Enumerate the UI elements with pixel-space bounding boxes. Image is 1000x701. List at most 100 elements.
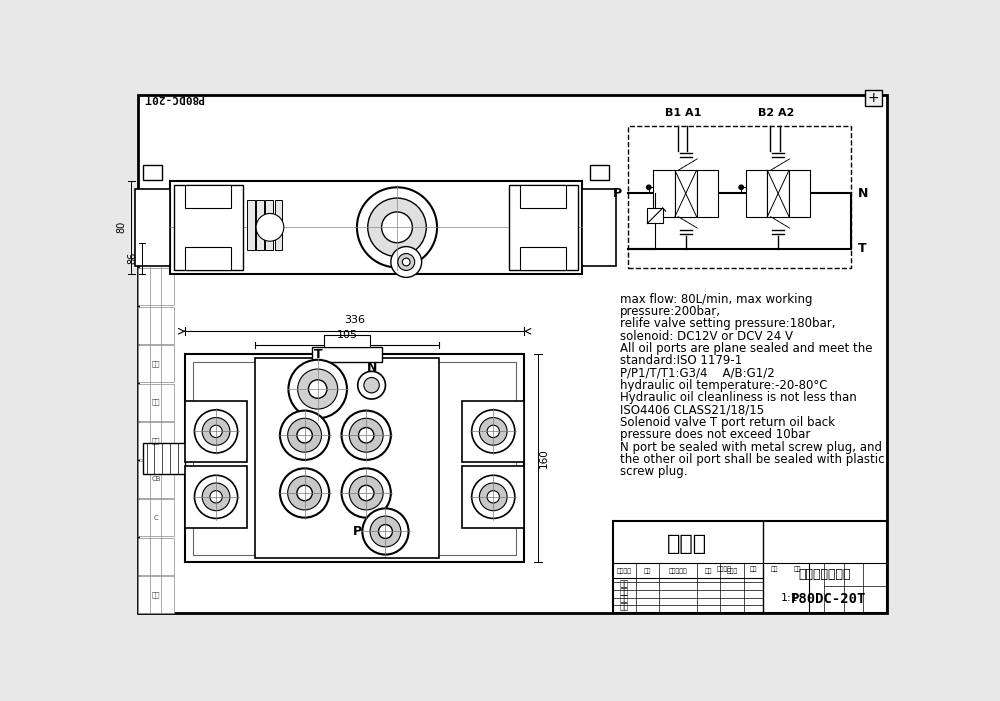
Text: 86: 86 bbox=[128, 252, 138, 264]
Circle shape bbox=[194, 410, 238, 453]
Text: 更改: 更改 bbox=[152, 592, 160, 598]
Bar bbox=[138, 268, 174, 305]
Circle shape bbox=[288, 360, 347, 418]
Text: 日期: 日期 bbox=[152, 360, 160, 367]
Text: 签名: 签名 bbox=[705, 568, 713, 573]
Circle shape bbox=[280, 411, 329, 460]
Text: the other oil port shall be sealed with plastic: the other oil port shall be sealed with … bbox=[620, 453, 885, 466]
Text: 160: 160 bbox=[539, 449, 549, 468]
Text: 更改文件号: 更改文件号 bbox=[669, 568, 687, 573]
Circle shape bbox=[479, 483, 507, 511]
Bar bbox=[590, 165, 609, 180]
Bar bbox=[789, 170, 810, 217]
Bar bbox=[255, 358, 439, 559]
Text: P/P1/T/T1:G3/4    A/B:G1/2: P/P1/T/T1:G3/4 A/B:G1/2 bbox=[620, 367, 775, 380]
Text: C: C bbox=[154, 515, 158, 521]
Circle shape bbox=[382, 212, 412, 243]
Text: P: P bbox=[353, 525, 362, 538]
Text: 标记处数: 标记处数 bbox=[617, 568, 632, 573]
Bar bbox=[697, 170, 718, 217]
Circle shape bbox=[297, 428, 312, 443]
Circle shape bbox=[308, 380, 327, 398]
Circle shape bbox=[358, 372, 385, 399]
Text: 批准标准: 批准标准 bbox=[717, 566, 732, 572]
Text: 105: 105 bbox=[336, 329, 357, 340]
Bar bbox=[256, 200, 264, 250]
Bar bbox=[265, 200, 273, 250]
Text: pressure:200bar,: pressure:200bar, bbox=[620, 305, 721, 318]
Bar bbox=[193, 362, 516, 554]
Text: 年月日: 年月日 bbox=[726, 568, 738, 573]
Text: 数量: 数量 bbox=[750, 566, 757, 572]
Bar bbox=[275, 200, 282, 250]
Bar bbox=[462, 400, 524, 462]
Text: B1 A1: B1 A1 bbox=[665, 108, 702, 118]
Text: ISO4406 CLASS21/18/15: ISO4406 CLASS21/18/15 bbox=[620, 404, 764, 416]
Bar bbox=[247, 200, 255, 250]
Bar bbox=[520, 185, 566, 208]
Bar bbox=[138, 383, 174, 421]
Bar bbox=[138, 461, 174, 498]
Bar bbox=[647, 208, 663, 224]
Circle shape bbox=[472, 475, 515, 519]
Bar bbox=[138, 306, 174, 343]
Text: 比例: 比例 bbox=[794, 566, 801, 572]
Bar bbox=[675, 170, 697, 217]
Text: Solenoid valve T port return oil back: Solenoid valve T port return oil back bbox=[620, 416, 835, 429]
Circle shape bbox=[288, 418, 322, 452]
Bar bbox=[324, 335, 370, 347]
Text: 签名: 签名 bbox=[152, 399, 160, 405]
Bar bbox=[582, 189, 616, 266]
Circle shape bbox=[739, 185, 744, 189]
Circle shape bbox=[256, 214, 284, 241]
Bar bbox=[185, 400, 247, 462]
Circle shape bbox=[487, 491, 499, 503]
Text: P: P bbox=[613, 187, 622, 200]
Bar bbox=[143, 165, 162, 180]
Circle shape bbox=[210, 426, 222, 437]
Text: P80DC-20T: P80DC-20T bbox=[791, 592, 866, 606]
Bar bbox=[138, 538, 174, 575]
Text: max flow: 80L/min, max working: max flow: 80L/min, max working bbox=[620, 293, 813, 306]
Bar bbox=[865, 90, 882, 107]
Text: screw plug.: screw plug. bbox=[620, 465, 688, 478]
Text: 制图: 制图 bbox=[620, 587, 629, 596]
Circle shape bbox=[359, 485, 374, 501]
Text: 80: 80 bbox=[116, 222, 126, 233]
Bar bbox=[138, 422, 174, 459]
Circle shape bbox=[362, 508, 409, 554]
Text: hydraulic oil temperature:-20-80°C: hydraulic oil temperature:-20-80°C bbox=[620, 379, 828, 392]
Circle shape bbox=[398, 254, 415, 271]
Text: T: T bbox=[857, 243, 866, 255]
Bar bbox=[135, 189, 170, 266]
Bar bbox=[613, 521, 887, 613]
Text: 姓名: 姓名 bbox=[152, 437, 160, 444]
Text: 外形图: 外形图 bbox=[667, 533, 707, 554]
Text: CB: CB bbox=[151, 476, 161, 482]
Circle shape bbox=[342, 411, 391, 460]
Bar bbox=[653, 170, 675, 217]
Circle shape bbox=[202, 418, 230, 445]
Text: B2 A2: B2 A2 bbox=[758, 108, 794, 118]
Bar bbox=[138, 499, 174, 536]
Text: N: N bbox=[857, 187, 868, 200]
Circle shape bbox=[297, 485, 312, 501]
Bar bbox=[185, 355, 524, 562]
Bar bbox=[312, 347, 382, 362]
Bar bbox=[520, 247, 566, 270]
Circle shape bbox=[359, 428, 374, 443]
Text: 1:1: 1:1 bbox=[781, 593, 799, 603]
Circle shape bbox=[210, 491, 222, 503]
Bar bbox=[138, 345, 174, 382]
Text: 重量: 重量 bbox=[771, 566, 778, 572]
Circle shape bbox=[368, 198, 426, 257]
Bar bbox=[462, 466, 524, 528]
Bar bbox=[143, 443, 185, 474]
Text: All oil ports are plane sealed and meet the: All oil ports are plane sealed and meet … bbox=[620, 342, 873, 355]
Bar bbox=[767, 170, 789, 217]
Text: 电磁控制多路阀: 电磁控制多路阀 bbox=[798, 568, 851, 581]
Circle shape bbox=[280, 468, 329, 517]
Circle shape bbox=[364, 378, 379, 393]
Text: T: T bbox=[313, 348, 322, 361]
Text: N: N bbox=[366, 361, 377, 374]
